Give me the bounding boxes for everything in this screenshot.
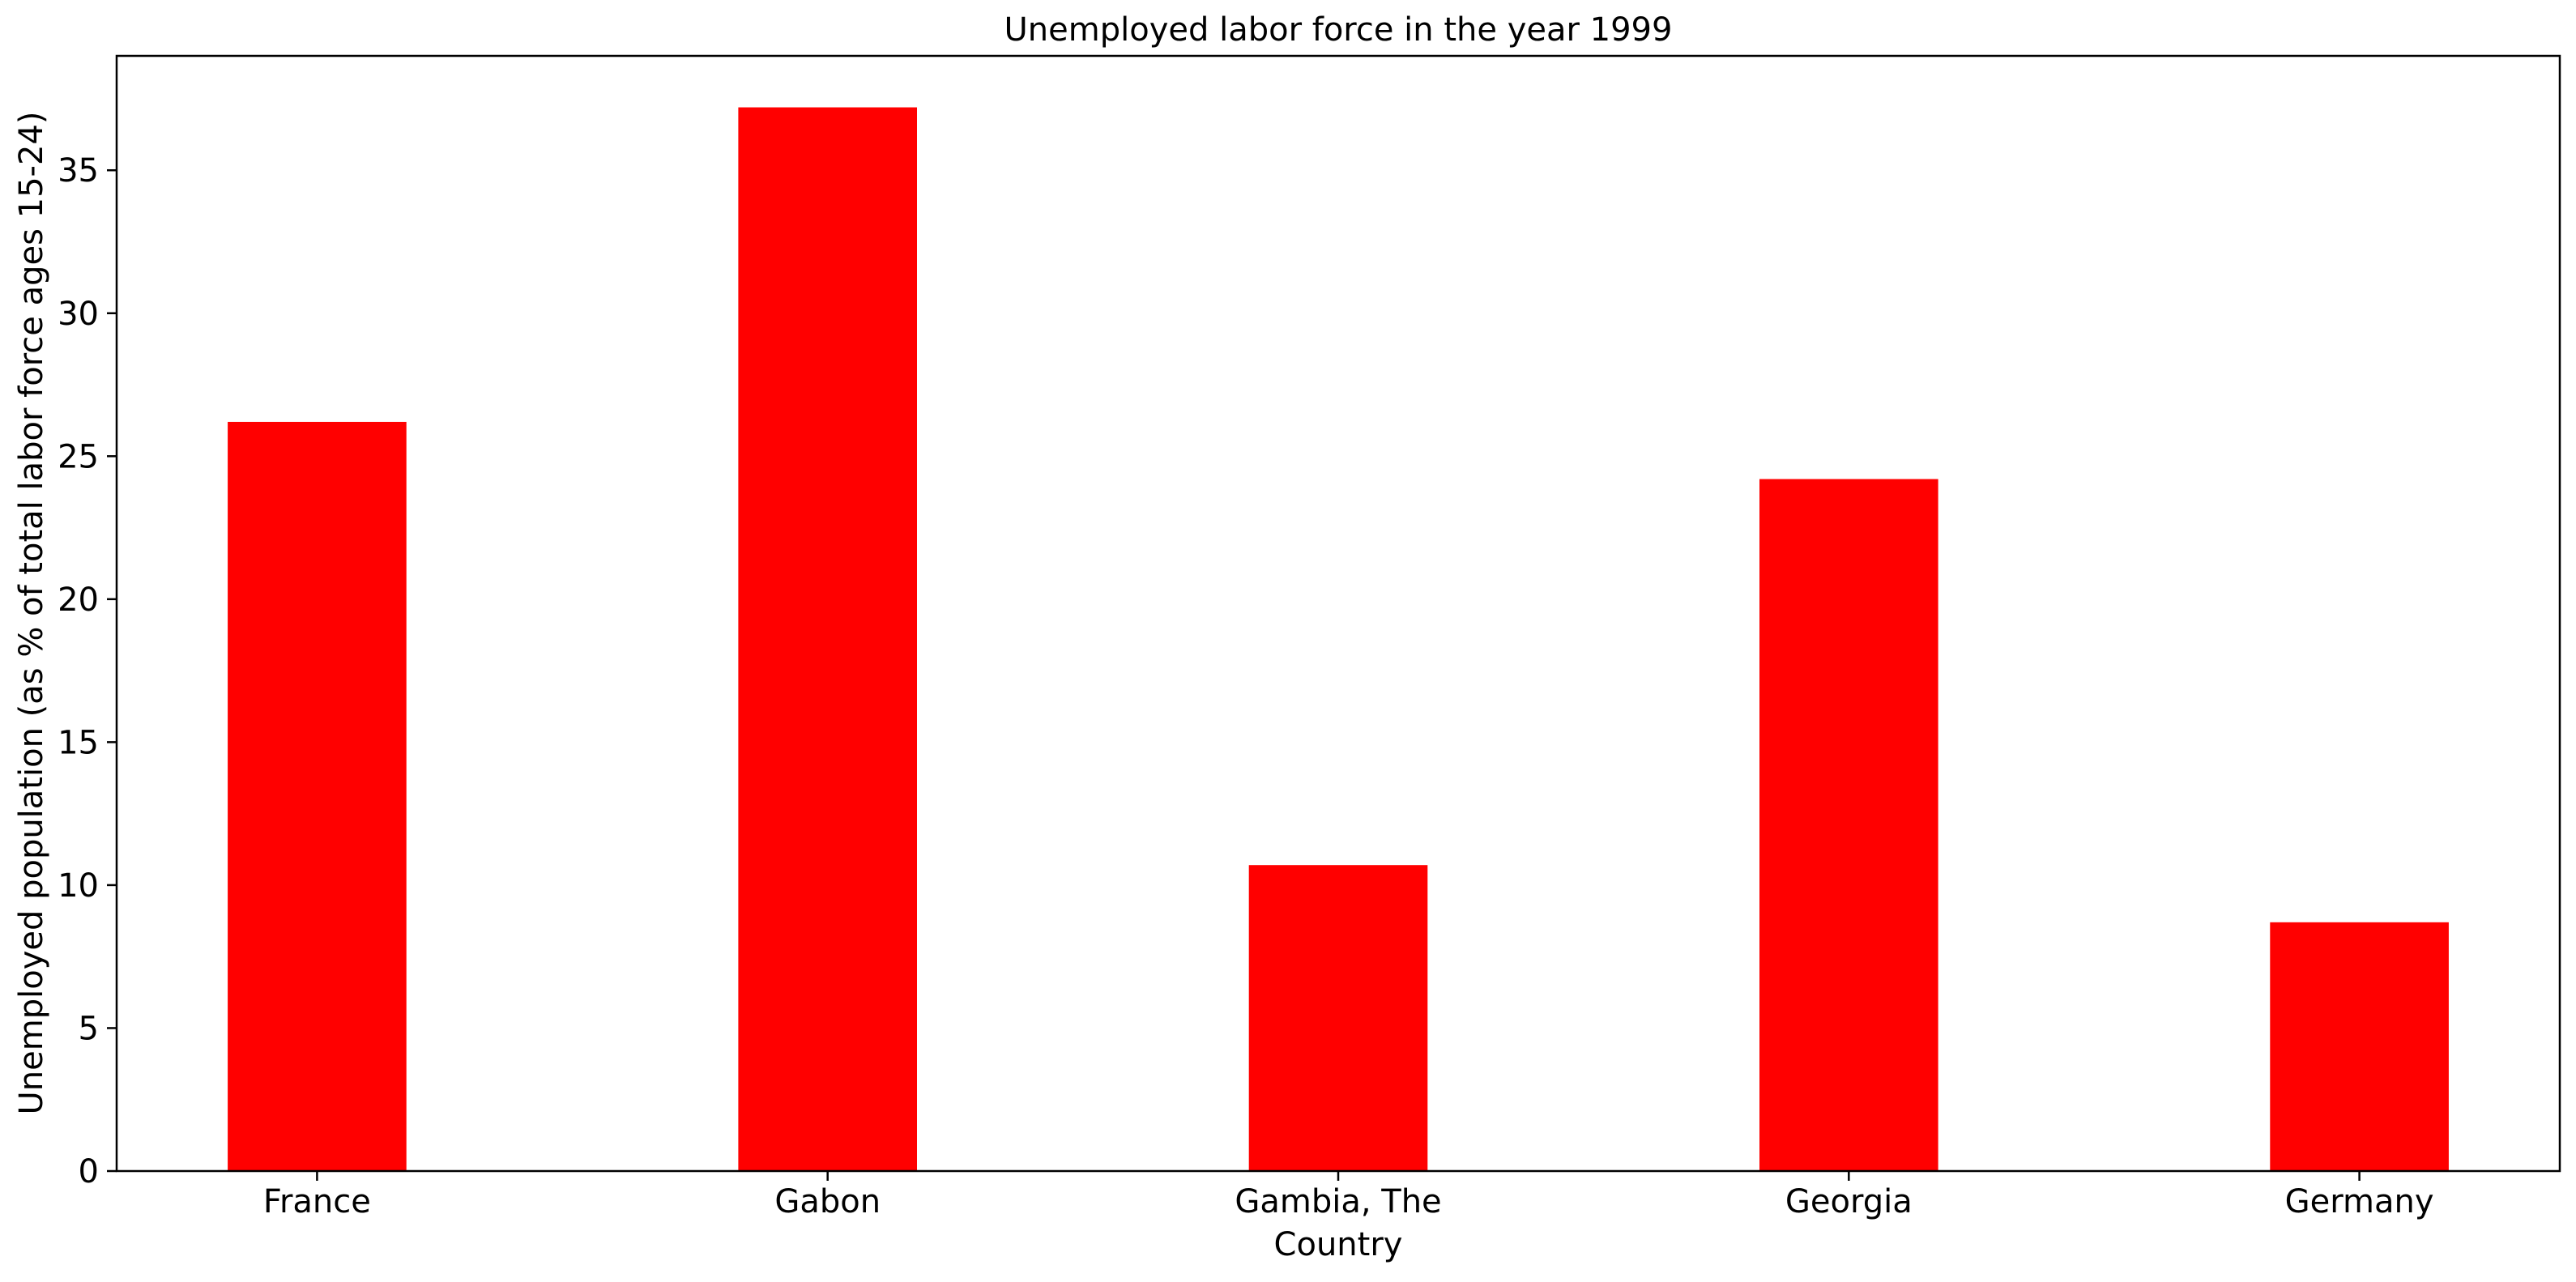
y-tick-label: 5 — [79, 1010, 99, 1047]
bars-layer — [228, 107, 2449, 1172]
x-tick-label: Gabon — [774, 1183, 881, 1220]
chart-title: Unemployed labor force in the year 1999 — [1004, 11, 1673, 49]
bar-gabon — [738, 107, 917, 1172]
y-tick-label: 25 — [58, 438, 99, 475]
x-axis-ticks: France Gabon Gambia, The Georgia Germany — [263, 1171, 2434, 1220]
bar-georgia — [1759, 479, 1938, 1171]
x-tick-label: Germany — [2285, 1183, 2434, 1220]
y-tick-label: 10 — [58, 867, 99, 905]
x-tick-label: Georgia — [1785, 1183, 1913, 1220]
bar-gambia-the — [1248, 865, 1428, 1171]
y-tick-label: 0 — [79, 1153, 99, 1190]
bar-germany — [2270, 922, 2449, 1171]
y-tick-label: 35 — [58, 152, 99, 190]
x-axis-label: Country — [1274, 1226, 1403, 1263]
y-axis-ticks: 0 5 10 15 20 25 30 35 — [58, 152, 117, 1190]
y-axis-label: Unemployed population (as % of total lab… — [13, 112, 50, 1115]
y-tick-label: 15 — [58, 724, 99, 761]
x-tick-label: France — [263, 1183, 371, 1220]
bar-france — [228, 421, 407, 1171]
x-tick-label: Gambia, The — [1235, 1183, 1441, 1220]
y-tick-label: 30 — [58, 296, 99, 333]
y-tick-label: 20 — [58, 581, 99, 619]
